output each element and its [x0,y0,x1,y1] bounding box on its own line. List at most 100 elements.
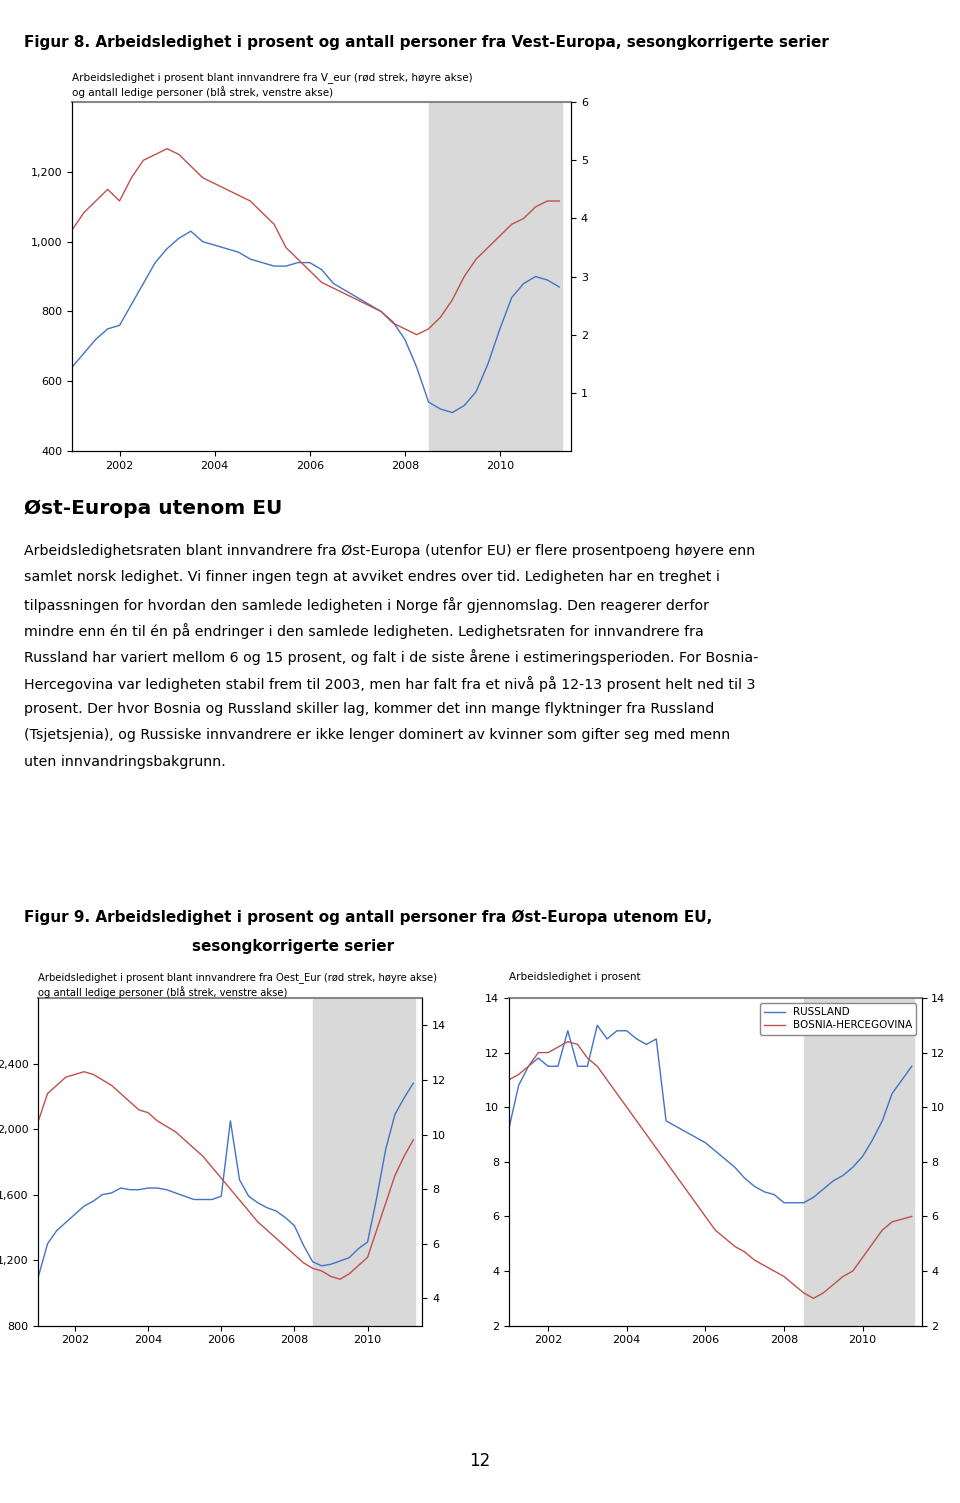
RUSSLAND [640,1036,652,1054]
BOSNIA-HERCEGOVINA [837,1267,849,1285]
RUSSLAND [709,1142,721,1160]
RUSSLAND [847,1159,858,1177]
BOSNIA-HERCEGOVINA [788,1276,800,1294]
RUSSLAND [798,1193,809,1211]
Bar [313,998,415,1326]
Text: Arbeidsledighet i prosent: Arbeidsledighet i prosent [509,972,640,983]
RUSSLAND [680,1123,691,1141]
RUSSLAND [886,1085,898,1103]
BOSNIA-HERCEGOVINA [779,1267,790,1285]
BOSNIA-HERCEGOVINA [503,1070,515,1088]
RUSSLAND [857,1147,869,1165]
RUSSLAND [542,1057,554,1075]
RUSSLAND [758,1183,770,1201]
Text: og antall ledige personer (blå strek, venstre akse): og antall ledige personer (blå strek, ve… [38,986,288,998]
Text: Arbeidsledighetsraten blant innvandrere fra Øst-Europa (utenfor EU) er flere pro: Arbeidsledighetsraten blant innvandrere … [24,544,756,558]
BOSNIA-HERCEGOVINA [572,1036,584,1054]
Text: og antall ledige personer (blå strek, venstre akse): og antall ledige personer (blå strek, ve… [72,86,333,98]
Text: uten innvandringsbakgrunn.: uten innvandringsbakgrunn. [24,755,226,768]
BOSNIA-HERCEGOVINA [847,1263,858,1281]
BOSNIA-HERCEGOVINA [601,1070,612,1088]
BOSNIA-HERCEGOVINA [522,1057,534,1075]
RUSSLAND [601,1030,612,1048]
BOSNIA-HERCEGOVINA [542,1043,554,1061]
BOSNIA-HERCEGOVINA [582,1049,593,1067]
Legend: RUSSLAND, BOSNIA-HERCEGOVINA: RUSSLAND, BOSNIA-HERCEGOVINA [759,1003,917,1034]
BOSNIA-HERCEGOVINA [660,1153,672,1171]
Line: RUSSLAND: RUSSLAND [509,1025,912,1202]
RUSSLAND [591,1016,603,1034]
RUSSLAND [818,1180,829,1198]
BOSNIA-HERCEGOVINA [640,1126,652,1144]
RUSSLAND [700,1133,711,1151]
Text: Russland har variert mellom 6 og 15 prosent, og falt i de siste årene i estimeri: Russland har variert mellom 6 og 15 pros… [24,649,758,666]
BOSNIA-HERCEGOVINA [591,1057,603,1075]
RUSSLAND [572,1057,584,1075]
RUSSLAND [768,1186,780,1204]
BOSNIA-HERCEGOVINA [818,1284,829,1302]
RUSSLAND [906,1057,918,1075]
BOSNIA-HERCEGOVINA [897,1210,908,1228]
Text: (Tsjetsjenia), og Russiske innvandrere er ikke lenger dominert av kvinner som gi: (Tsjetsjenia), og Russiske innvandrere e… [24,729,731,742]
BOSNIA-HERCEGOVINA [739,1243,751,1261]
BOSNIA-HERCEGOVINA [670,1166,682,1184]
Text: sesongkorrigerte serier: sesongkorrigerte serier [192,939,395,954]
RUSSLAND [828,1172,839,1190]
RUSSLAND [719,1150,731,1168]
Text: Arbeidsledighet i prosent blant innvandrere fra V_eur (rød strek, høyre akse): Arbeidsledighet i prosent blant innvandr… [72,72,472,83]
RUSSLAND [739,1169,751,1187]
Bar [804,998,914,1326]
BOSNIA-HERCEGOVINA [690,1193,702,1211]
BOSNIA-HERCEGOVINA [612,1085,623,1103]
BOSNIA-HERCEGOVINA [700,1207,711,1225]
BOSNIA-HERCEGOVINA [651,1139,662,1157]
Text: Figur 9. Arbeidsledighet i prosent og antall personer fra Øst-Europa utenom EU,: Figur 9. Arbeidsledighet i prosent og an… [24,909,712,924]
BOSNIA-HERCEGOVINA [709,1220,721,1238]
RUSSLAND [779,1193,790,1211]
RUSSLAND [876,1112,888,1130]
BOSNIA-HERCEGOVINA [513,1066,524,1084]
RUSSLAND [670,1117,682,1135]
RUSSLAND [867,1130,878,1148]
RUSSLAND [651,1030,662,1048]
Text: tilpassningen for hvordan den samlede ledigheten i Norge får gjennomslag. Den re: tilpassningen for hvordan den samlede le… [24,597,709,613]
BOSNIA-HERCEGOVINA [729,1237,740,1255]
RUSSLAND [582,1057,593,1075]
Text: Figur 8. Arbeidsledighet i prosent og antall personer fra Vest-Europa, sesongkor: Figur 8. Arbeidsledighet i prosent og an… [24,35,828,50]
BOSNIA-HERCEGOVINA [798,1284,809,1302]
Text: mindre enn én til én på endringer i den samlede ledigheten. Ledighetsraten for i: mindre enn én til én på endringer i den … [24,622,704,639]
BOSNIA-HERCEGOVINA [621,1099,633,1117]
BOSNIA-HERCEGOVINA [631,1112,642,1130]
Line: BOSNIA-HERCEGOVINA: BOSNIA-HERCEGOVINA [509,1042,912,1299]
RUSSLAND [631,1030,642,1048]
BOSNIA-HERCEGOVINA [828,1276,839,1294]
BOSNIA-HERCEGOVINA [857,1249,869,1267]
BOSNIA-HERCEGOVINA [562,1033,573,1051]
RUSSLAND [533,1049,544,1067]
RUSSLAND [749,1177,760,1195]
BOSNIA-HERCEGOVINA [768,1263,780,1281]
RUSSLAND [837,1166,849,1184]
BOSNIA-HERCEGOVINA [749,1250,760,1269]
Text: Arbeidsledighet i prosent blant innvandrere fra Oest_Eur (rød strek, høyre akse): Arbeidsledighet i prosent blant innvandr… [38,972,438,983]
BOSNIA-HERCEGOVINA [758,1257,770,1275]
BOSNIA-HERCEGOVINA [680,1180,691,1198]
RUSSLAND [612,1022,623,1040]
Text: Hercegovina var ledigheten stabil frem til 2003, men har falt fra et nivå på 12-: Hercegovina var ledigheten stabil frem t… [24,676,756,691]
BOSNIA-HERCEGOVINA [886,1213,898,1231]
Text: samlet norsk ledighet. Vi finner ingen tegn at avviket endres over tid. Ledighet: samlet norsk ledighet. Vi finner ingen t… [24,570,720,585]
BOSNIA-HERCEGOVINA [533,1043,544,1061]
RUSSLAND [522,1057,534,1075]
BOSNIA-HERCEGOVINA [906,1207,918,1225]
BOSNIA-HERCEGOVINA [807,1290,819,1308]
RUSSLAND [807,1189,819,1207]
BOSNIA-HERCEGOVINA [719,1229,731,1247]
RUSSLAND [897,1070,908,1088]
RUSSLAND [788,1193,800,1211]
RUSSLAND [503,1120,515,1138]
RUSSLAND [513,1076,524,1094]
RUSSLAND [621,1022,633,1040]
RUSSLAND [729,1159,740,1177]
Text: 12: 12 [469,1452,491,1470]
BOSNIA-HERCEGOVINA [552,1039,564,1057]
